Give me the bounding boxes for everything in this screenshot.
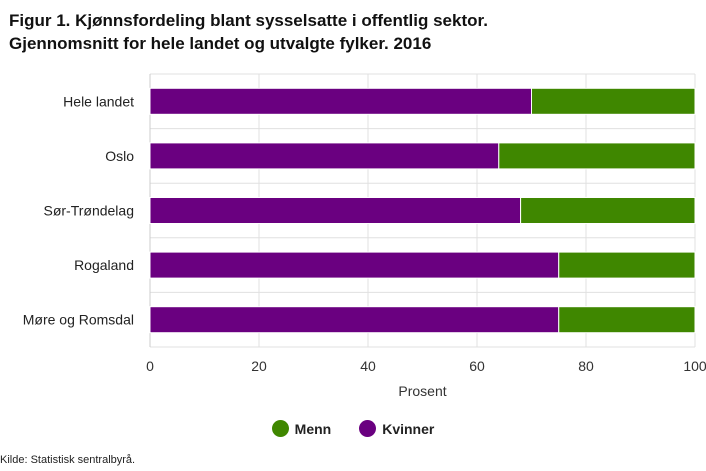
bar-menn-3: [558, 251, 696, 279]
category-label-2: Sør-Trøndelag: [43, 203, 134, 219]
x-tick-label-60: 60: [469, 358, 485, 374]
bar-kvinner-3: [149, 251, 560, 279]
x-tick-label-100: 100: [683, 358, 706, 374]
legend-marker-menn: [271, 420, 289, 437]
bar-chart: Hele landet Oslo Sør-Trøndelag Rogaland Møre…: [23, 73, 706, 399]
chart-legend: Menn Kvinner: [0, 420, 706, 437]
legend-marker-kvinner: [359, 420, 377, 437]
chart-title-line2: Gjennomsnitt for hele landet og utvalgte…: [9, 34, 432, 53]
x-tick-label-0: 0: [146, 358, 154, 374]
legend-item-menn[interactable]: Menn: [271, 420, 332, 437]
source-note: Kilde: Statistisk sentralbyrå.: [0, 454, 136, 466]
bar-menn-2: [520, 197, 696, 224]
bar-menn-1: [498, 142, 696, 170]
legend-label-menn: Menn: [294, 420, 332, 437]
category-label-1: Oslo: [105, 148, 134, 164]
bar-kvinner-4: [149, 306, 560, 334]
bar-kvinner-0: [149, 87, 532, 115]
x-tick-label-40: 40: [360, 358, 376, 374]
bar-menn-4: [558, 306, 696, 334]
category-label-3: Rogaland: [74, 257, 134, 273]
chart-title: Figur 1. Kjønnsfordeling blant sysselsat…: [9, 9, 488, 55]
category-label-4: Møre og Romsdal: [23, 312, 134, 328]
legend-label-kvinner: Kvinner: [382, 420, 435, 437]
bar-kvinner-2: [149, 197, 522, 224]
x-tick-label-80: 80: [578, 358, 594, 374]
chart-title-line1: Figur 1. Kjønnsfordeling blant sysselsat…: [9, 11, 488, 30]
bar-menn-0: [531, 87, 696, 115]
bar-kvinner-1: [149, 142, 500, 170]
x-axis-label: Prosent: [398, 383, 446, 399]
legend-item-kvinner[interactable]: Kvinner: [359, 420, 434, 437]
x-tick-label-20: 20: [251, 358, 267, 374]
category-label-0: Hele landet: [63, 93, 134, 109]
